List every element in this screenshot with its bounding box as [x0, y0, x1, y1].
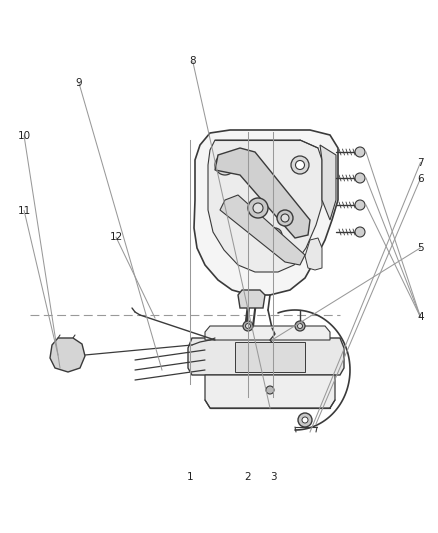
Circle shape [355, 147, 365, 157]
Text: 7: 7 [417, 158, 424, 167]
Circle shape [215, 155, 235, 175]
Circle shape [243, 321, 253, 331]
Polygon shape [238, 290, 265, 308]
Circle shape [281, 214, 289, 222]
Circle shape [268, 228, 282, 242]
Circle shape [241, 211, 249, 219]
Circle shape [237, 207, 253, 223]
Text: 12: 12 [110, 232, 123, 242]
Text: 8: 8 [189, 56, 196, 66]
Polygon shape [50, 338, 85, 372]
Polygon shape [194, 130, 338, 295]
Circle shape [246, 324, 251, 328]
Circle shape [277, 210, 293, 226]
Circle shape [266, 386, 274, 394]
Circle shape [272, 231, 279, 238]
Circle shape [302, 417, 308, 423]
Text: 1: 1 [187, 472, 193, 482]
Polygon shape [220, 195, 305, 265]
Text: 4: 4 [417, 312, 424, 322]
Polygon shape [205, 375, 335, 408]
Circle shape [253, 203, 263, 213]
Text: 9: 9 [75, 78, 82, 87]
Circle shape [297, 324, 303, 328]
Polygon shape [188, 338, 344, 375]
Text: 11: 11 [18, 206, 31, 215]
Text: 3: 3 [270, 472, 276, 482]
Polygon shape [235, 342, 305, 372]
Circle shape [291, 156, 309, 174]
Text: 2: 2 [245, 472, 251, 482]
Polygon shape [320, 145, 336, 220]
Polygon shape [208, 140, 322, 272]
Circle shape [295, 321, 305, 331]
Circle shape [355, 200, 365, 210]
Circle shape [220, 160, 230, 170]
Circle shape [296, 160, 304, 169]
Circle shape [248, 198, 268, 218]
Polygon shape [215, 148, 310, 238]
Circle shape [298, 413, 312, 427]
Text: 5: 5 [417, 243, 424, 253]
Polygon shape [305, 238, 322, 270]
Text: 6: 6 [417, 174, 424, 183]
Circle shape [355, 173, 365, 183]
Text: 10: 10 [18, 131, 31, 141]
Circle shape [355, 227, 365, 237]
Polygon shape [205, 326, 330, 340]
